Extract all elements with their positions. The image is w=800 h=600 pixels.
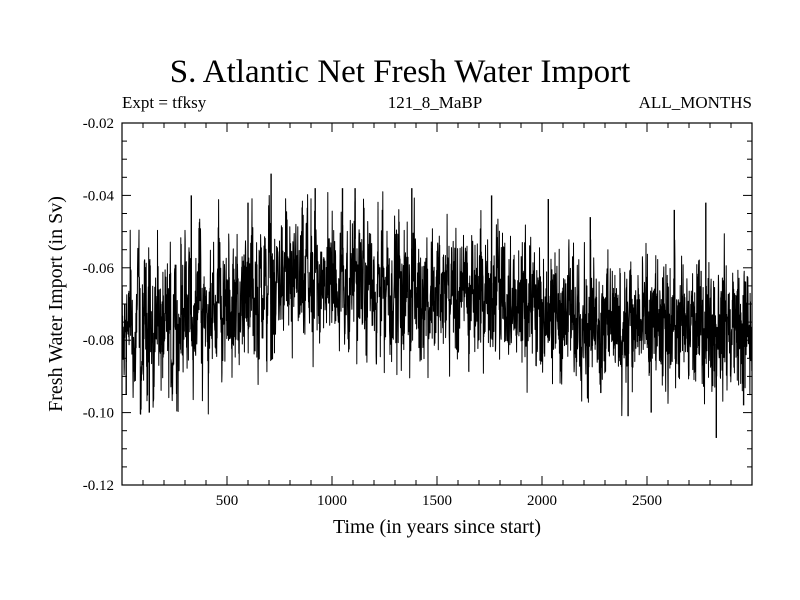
months-label: ALL_MONTHS xyxy=(638,93,752,112)
chart-title: S. Atlantic Net Fresh Water Import xyxy=(169,54,631,90)
y-tick-label: -0.12 xyxy=(83,478,114,494)
x-tick-label: 1500 xyxy=(422,493,452,509)
y-tick-label: -0.02 xyxy=(83,116,114,132)
y-tick-label: -0.10 xyxy=(83,406,114,422)
x-tick-label: 2500 xyxy=(632,493,662,509)
tick-labels: 500 1000 1500 2000 2500 -0.02 -0.04 -0.06 -0.08 -… xyxy=(83,116,662,509)
x-axis-label: Time (in years since start) xyxy=(333,516,541,538)
x-tick-label: 2000 xyxy=(527,493,557,509)
y-axis-label: Fresh Water Import (in Sv) xyxy=(45,196,67,412)
series-line xyxy=(121,191,753,417)
run-label: 121_8_MaBP xyxy=(387,93,483,112)
y-tick-label: -0.08 xyxy=(83,333,114,349)
y-tick-label: -0.04 xyxy=(83,188,115,204)
x-tick-label: 500 xyxy=(216,493,239,509)
data-series xyxy=(121,173,753,438)
experiment-label: Expt = tfksy xyxy=(122,93,207,112)
plot-frame xyxy=(121,122,753,486)
y-tick-label: -0.06 xyxy=(83,261,115,277)
axis-ticks xyxy=(122,123,752,485)
x-tick-label: 1000 xyxy=(317,493,347,509)
